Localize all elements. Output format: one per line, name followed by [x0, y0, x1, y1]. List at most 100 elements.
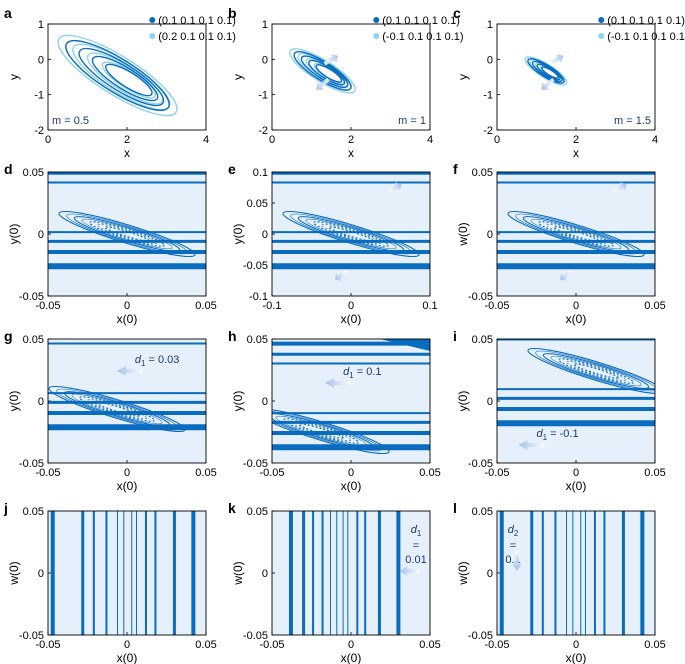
trajectories: [524, 56, 568, 86]
y-tick-label: 1: [487, 19, 493, 31]
shift-arrow: [518, 440, 545, 450]
legend-marker: [149, 17, 156, 23]
basin-contour: [79, 396, 155, 422]
shift-arrow: [560, 269, 573, 281]
shift-arrow: [400, 566, 420, 576]
x-tick-label: 0: [494, 134, 500, 146]
x-tick-label: 0: [573, 467, 579, 479]
series-1-trajectory: [315, 64, 343, 83]
x-tick-label: 0: [124, 300, 130, 312]
parameter-value: 0.01: [405, 554, 426, 566]
x-tick-label: -0.05: [35, 639, 60, 651]
y-axis-label: w(0): [7, 561, 21, 585]
x-axis-label: x: [124, 146, 130, 160]
plot-background: [497, 24, 655, 130]
x-axis-label: x(0): [117, 651, 138, 664]
x-tick-label: 0: [45, 134, 51, 146]
panel-label: g: [4, 328, 13, 344]
legend-label: (0.1 0.1 0.1 0.1): [382, 15, 460, 27]
basin-band: [321, 511, 324, 635]
panel-f: -0.05 0 0.05 0.05 0 -0.05 x(0) w(0) f: [453, 161, 666, 326]
y-axis-label: y: [7, 74, 21, 80]
y-tick-label: 0: [487, 568, 493, 580]
basin-contour: [272, 407, 390, 455]
basin-contour: [298, 423, 344, 439]
x-tick-label: -0.05: [484, 467, 509, 479]
basin-contour: [63, 391, 171, 427]
plot-frame: [47, 23, 207, 131]
basin-band: [329, 511, 331, 635]
mass-annotation: m = 1: [398, 115, 426, 127]
parameter-equals: =: [510, 540, 516, 552]
basin-band: [154, 511, 157, 635]
basin-band: [572, 511, 574, 635]
basin-contour: [305, 218, 397, 250]
legend-marker: [373, 33, 380, 39]
plot-frame: [496, 171, 656, 297]
basin-band: [356, 511, 359, 635]
x-tick-label: 4: [203, 134, 209, 146]
basin-band: [191, 511, 196, 635]
plot-frame: [496, 338, 656, 464]
shift-arrow: [388, 182, 402, 193]
panel-a: 0 2 4 1 0 -1 -2 x y (0.1 0.1 0.1 0.1) (0.2 0.1 0.1…: [4, 5, 236, 160]
x-tick-label: -0.1: [263, 300, 282, 312]
basin-contour: [86, 399, 148, 419]
x-tick-label: 0: [124, 639, 130, 651]
basin-contour: [290, 213, 412, 255]
panel-label: l: [453, 500, 457, 516]
x-axis-label: x: [348, 146, 354, 160]
y-tick-label: 0.05: [472, 167, 493, 179]
panel-label: h: [228, 328, 237, 344]
plot-frame: [47, 171, 207, 297]
y-tick-label: 0.05: [472, 506, 493, 518]
x-axis-label: x(0): [566, 312, 587, 326]
y-tick-label: -0.05: [468, 630, 493, 642]
series-1-trajectory: [78, 47, 165, 107]
y-tick-label: 0: [487, 54, 493, 66]
y-tick-label: 0.1: [253, 167, 268, 179]
legend-marker: [598, 17, 605, 23]
basin-contour: [522, 216, 630, 252]
y-tick-label: 1: [262, 19, 268, 31]
x-tick-label: 0.1: [422, 300, 437, 312]
shift-arrow: [325, 378, 352, 388]
panel-c: 0 2 4 1 0 -1 -2 x y (0.1 0.1 0.1 0.1) (-0.1 0.1 0.…: [453, 5, 685, 160]
x-axis-label: x(0): [341, 651, 362, 664]
basin-contour: [573, 363, 619, 379]
legend-label: (0.1 0.1 0.1 0.1): [158, 15, 236, 27]
parameter-annotation: d1 = 0.03: [135, 354, 180, 368]
legend-marker: [598, 33, 605, 39]
legend-marker: [373, 17, 380, 23]
basin-band: [580, 511, 582, 635]
basin-band: [584, 511, 586, 635]
basin-corner: [380, 339, 430, 351]
y-tick-label: -0.05: [243, 458, 268, 470]
y-tick-label: 0.05: [23, 506, 44, 518]
x-tick-label: 0: [573, 300, 579, 312]
x-axis-label: x: [573, 146, 579, 160]
panel-i: -0.05 0 0.05 0.05 0 -0.05 x(0) y(0) i d1 = -0.1: [453, 328, 666, 493]
basin-map: [497, 339, 655, 427]
parameter-annotation: d1 = -0.1: [537, 428, 579, 442]
basin-map: [272, 172, 430, 270]
x-axis-label: x(0): [566, 479, 587, 493]
basin-map: [272, 339, 430, 455]
basin-contour: [89, 221, 165, 247]
x-tick-label: 0.05: [419, 467, 440, 479]
x-axis-label: x(0): [341, 479, 362, 493]
basin-band: [92, 511, 95, 635]
panel-g: -0.05 0 0.05 0.05 0 -0.05 x(0) y(0) g d1 = 0.03: [4, 328, 217, 493]
plot-frame: [271, 23, 431, 131]
y-tick-label: -0.05: [243, 260, 268, 272]
y-tick-label: 0.05: [472, 334, 493, 346]
series-1-trajectory: [527, 58, 565, 84]
x-tick-label: 0: [573, 639, 579, 651]
basin-contour: [48, 385, 186, 433]
legend-label: (-0.1 0.1 0.1 0.1): [382, 31, 463, 43]
x-tick-label: 2: [573, 134, 579, 146]
basin-contour: [550, 355, 642, 387]
basin-contour: [81, 218, 173, 250]
parameter-annotation: d2: [508, 524, 519, 538]
basin-band: [554, 511, 557, 635]
